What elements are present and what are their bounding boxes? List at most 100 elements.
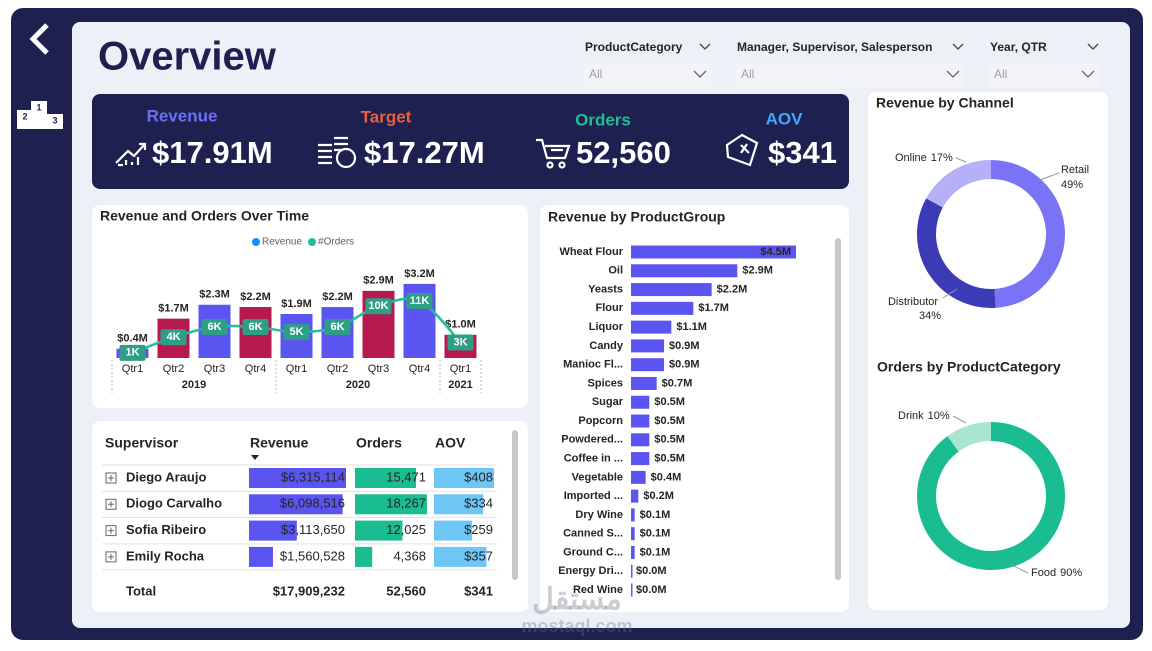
orders-icon bbox=[536, 138, 571, 160]
y-tick-label: Dry Wine bbox=[575, 509, 623, 521]
bar-value-label: $1.7M bbox=[698, 302, 729, 314]
bar bbox=[631, 508, 635, 522]
row-label: Diogo Carvalho bbox=[126, 496, 222, 511]
cell-value: $357 bbox=[464, 548, 493, 563]
kpi-icons bbox=[115, 133, 759, 169]
filter-value: All bbox=[741, 67, 754, 81]
x-group-label: 2019 bbox=[182, 379, 206, 391]
bar-value-label: $4.5M bbox=[760, 246, 791, 258]
bar-value-label: $1.1M bbox=[676, 321, 707, 333]
filter-value: All bbox=[994, 67, 1007, 81]
leader-line bbox=[1009, 563, 1029, 574]
podium-number: 3 bbox=[52, 115, 57, 125]
bar-value-label: $0.5M bbox=[654, 396, 685, 408]
x-tick-label: Qtr2 bbox=[163, 363, 184, 375]
column-header: Revenue bbox=[250, 435, 309, 451]
column-header: AOV bbox=[435, 435, 466, 451]
bar bbox=[631, 489, 639, 503]
bar-value-label: $0.1M bbox=[640, 546, 671, 558]
expand-button[interactable] bbox=[105, 551, 117, 563]
bar-value-label: $0.1M bbox=[640, 528, 671, 540]
cell-value: 12,025 bbox=[386, 522, 426, 537]
y-tick-label: Imported ... bbox=[564, 490, 623, 502]
card bbox=[92, 421, 528, 612]
bar-value-label: $0.1M bbox=[640, 509, 671, 521]
line-label-box bbox=[365, 298, 392, 315]
y-tick-label: Canned S... bbox=[563, 528, 623, 540]
column-header: Orders bbox=[356, 435, 402, 451]
row-label: Sofia Ribeiro bbox=[126, 522, 206, 537]
y-tick-label: Energy Dri... bbox=[558, 565, 623, 577]
bar-value-label: $2.2M bbox=[240, 291, 271, 303]
expand-plus bbox=[108, 527, 114, 534]
category-label: Retail bbox=[1061, 164, 1089, 176]
sort-arrow[interactable] bbox=[251, 455, 259, 460]
filter-label: Manager, Supervisor, Salesperson bbox=[737, 40, 932, 54]
donut-label: Online 17% bbox=[895, 152, 953, 164]
filter-dropdown[interactable] bbox=[988, 63, 1100, 87]
chart-title: Orders by ProductCategory bbox=[877, 359, 1061, 375]
bar bbox=[631, 527, 635, 541]
cell-value: $6,315,114 bbox=[281, 469, 345, 484]
target-icon-coin bbox=[335, 147, 357, 169]
podium-block bbox=[47, 114, 63, 129]
line-value-label: 3K bbox=[453, 336, 467, 348]
category-label: Online bbox=[895, 152, 927, 164]
y-tick-label: Vegetable bbox=[572, 471, 623, 483]
value-label: 34% bbox=[919, 310, 941, 322]
legend-marker bbox=[308, 238, 317, 246]
filter-dropdown[interactable] bbox=[735, 63, 965, 87]
y-tick-label: Red Wine bbox=[573, 584, 623, 596]
expand-button[interactable] bbox=[105, 525, 117, 537]
podium-block bbox=[31, 101, 47, 129]
line-label-box bbox=[242, 318, 269, 335]
filter-chevron bbox=[699, 43, 711, 50]
category-label: Food bbox=[1031, 567, 1056, 579]
legend-marker bbox=[252, 238, 260, 246]
kpi-label: Revenue bbox=[147, 106, 218, 125]
cell-value: 15,471 bbox=[386, 469, 426, 484]
y-tick-label: Oil bbox=[608, 265, 623, 277]
x-group-label: 2021 bbox=[448, 379, 472, 391]
donut-label: Distributor 34% bbox=[888, 296, 941, 322]
dropdown-chevron bbox=[946, 70, 960, 78]
line-value-label: 6K bbox=[248, 321, 262, 333]
watermark: mostaql.com bbox=[521, 616, 632, 636]
chart-title: Revenue by ProductGroup bbox=[548, 209, 725, 225]
y-tick-label: Flour bbox=[596, 302, 624, 314]
bar-value-label: $0.9M bbox=[669, 340, 700, 352]
bar-value-label: $0.7M bbox=[662, 377, 693, 389]
leader-line bbox=[942, 288, 958, 299]
cell-value: $259 bbox=[464, 522, 493, 537]
y-tick-label: Candy bbox=[589, 340, 624, 352]
y-tick-label: Coffee in ... bbox=[564, 452, 623, 464]
data-bar bbox=[249, 468, 346, 488]
y-tick-label: Spices bbox=[588, 377, 623, 389]
bar bbox=[631, 301, 694, 315]
row-label: Diego Araujo bbox=[126, 469, 206, 484]
line-value-label: 6K bbox=[330, 321, 344, 333]
bar-value-label: $1.9M bbox=[281, 298, 312, 310]
scrollbar[interactable] bbox=[835, 238, 841, 580]
scrollbar[interactable] bbox=[512, 430, 518, 580]
x-tick-label: Qtr1 bbox=[122, 363, 143, 375]
x-tick-label: Qtr2 bbox=[327, 363, 348, 375]
target-icon bbox=[318, 136, 348, 165]
kpi-card bbox=[92, 94, 849, 189]
y-tick-label: Ground C... bbox=[563, 546, 623, 558]
chart-title: Revenue by Channel bbox=[876, 95, 1014, 111]
donut-label: Food 90% bbox=[1031, 567, 1082, 579]
filter-dropdown[interactable] bbox=[583, 63, 712, 87]
leader-line bbox=[952, 415, 967, 424]
y-tick-label: Powdered... bbox=[561, 434, 623, 446]
line-value-label: 1K bbox=[125, 347, 139, 359]
data-bar bbox=[355, 468, 416, 488]
bar-value-label: $3.2M bbox=[404, 268, 435, 280]
expand-button[interactable] bbox=[105, 498, 117, 510]
data-bar bbox=[434, 494, 484, 515]
legend-label: #Orders bbox=[318, 237, 354, 248]
expand-button[interactable] bbox=[105, 472, 117, 484]
back-button[interactable] bbox=[29, 23, 49, 55]
podium-icon[interactable] bbox=[17, 101, 63, 129]
x-tick-label: Qtr4 bbox=[409, 363, 430, 375]
